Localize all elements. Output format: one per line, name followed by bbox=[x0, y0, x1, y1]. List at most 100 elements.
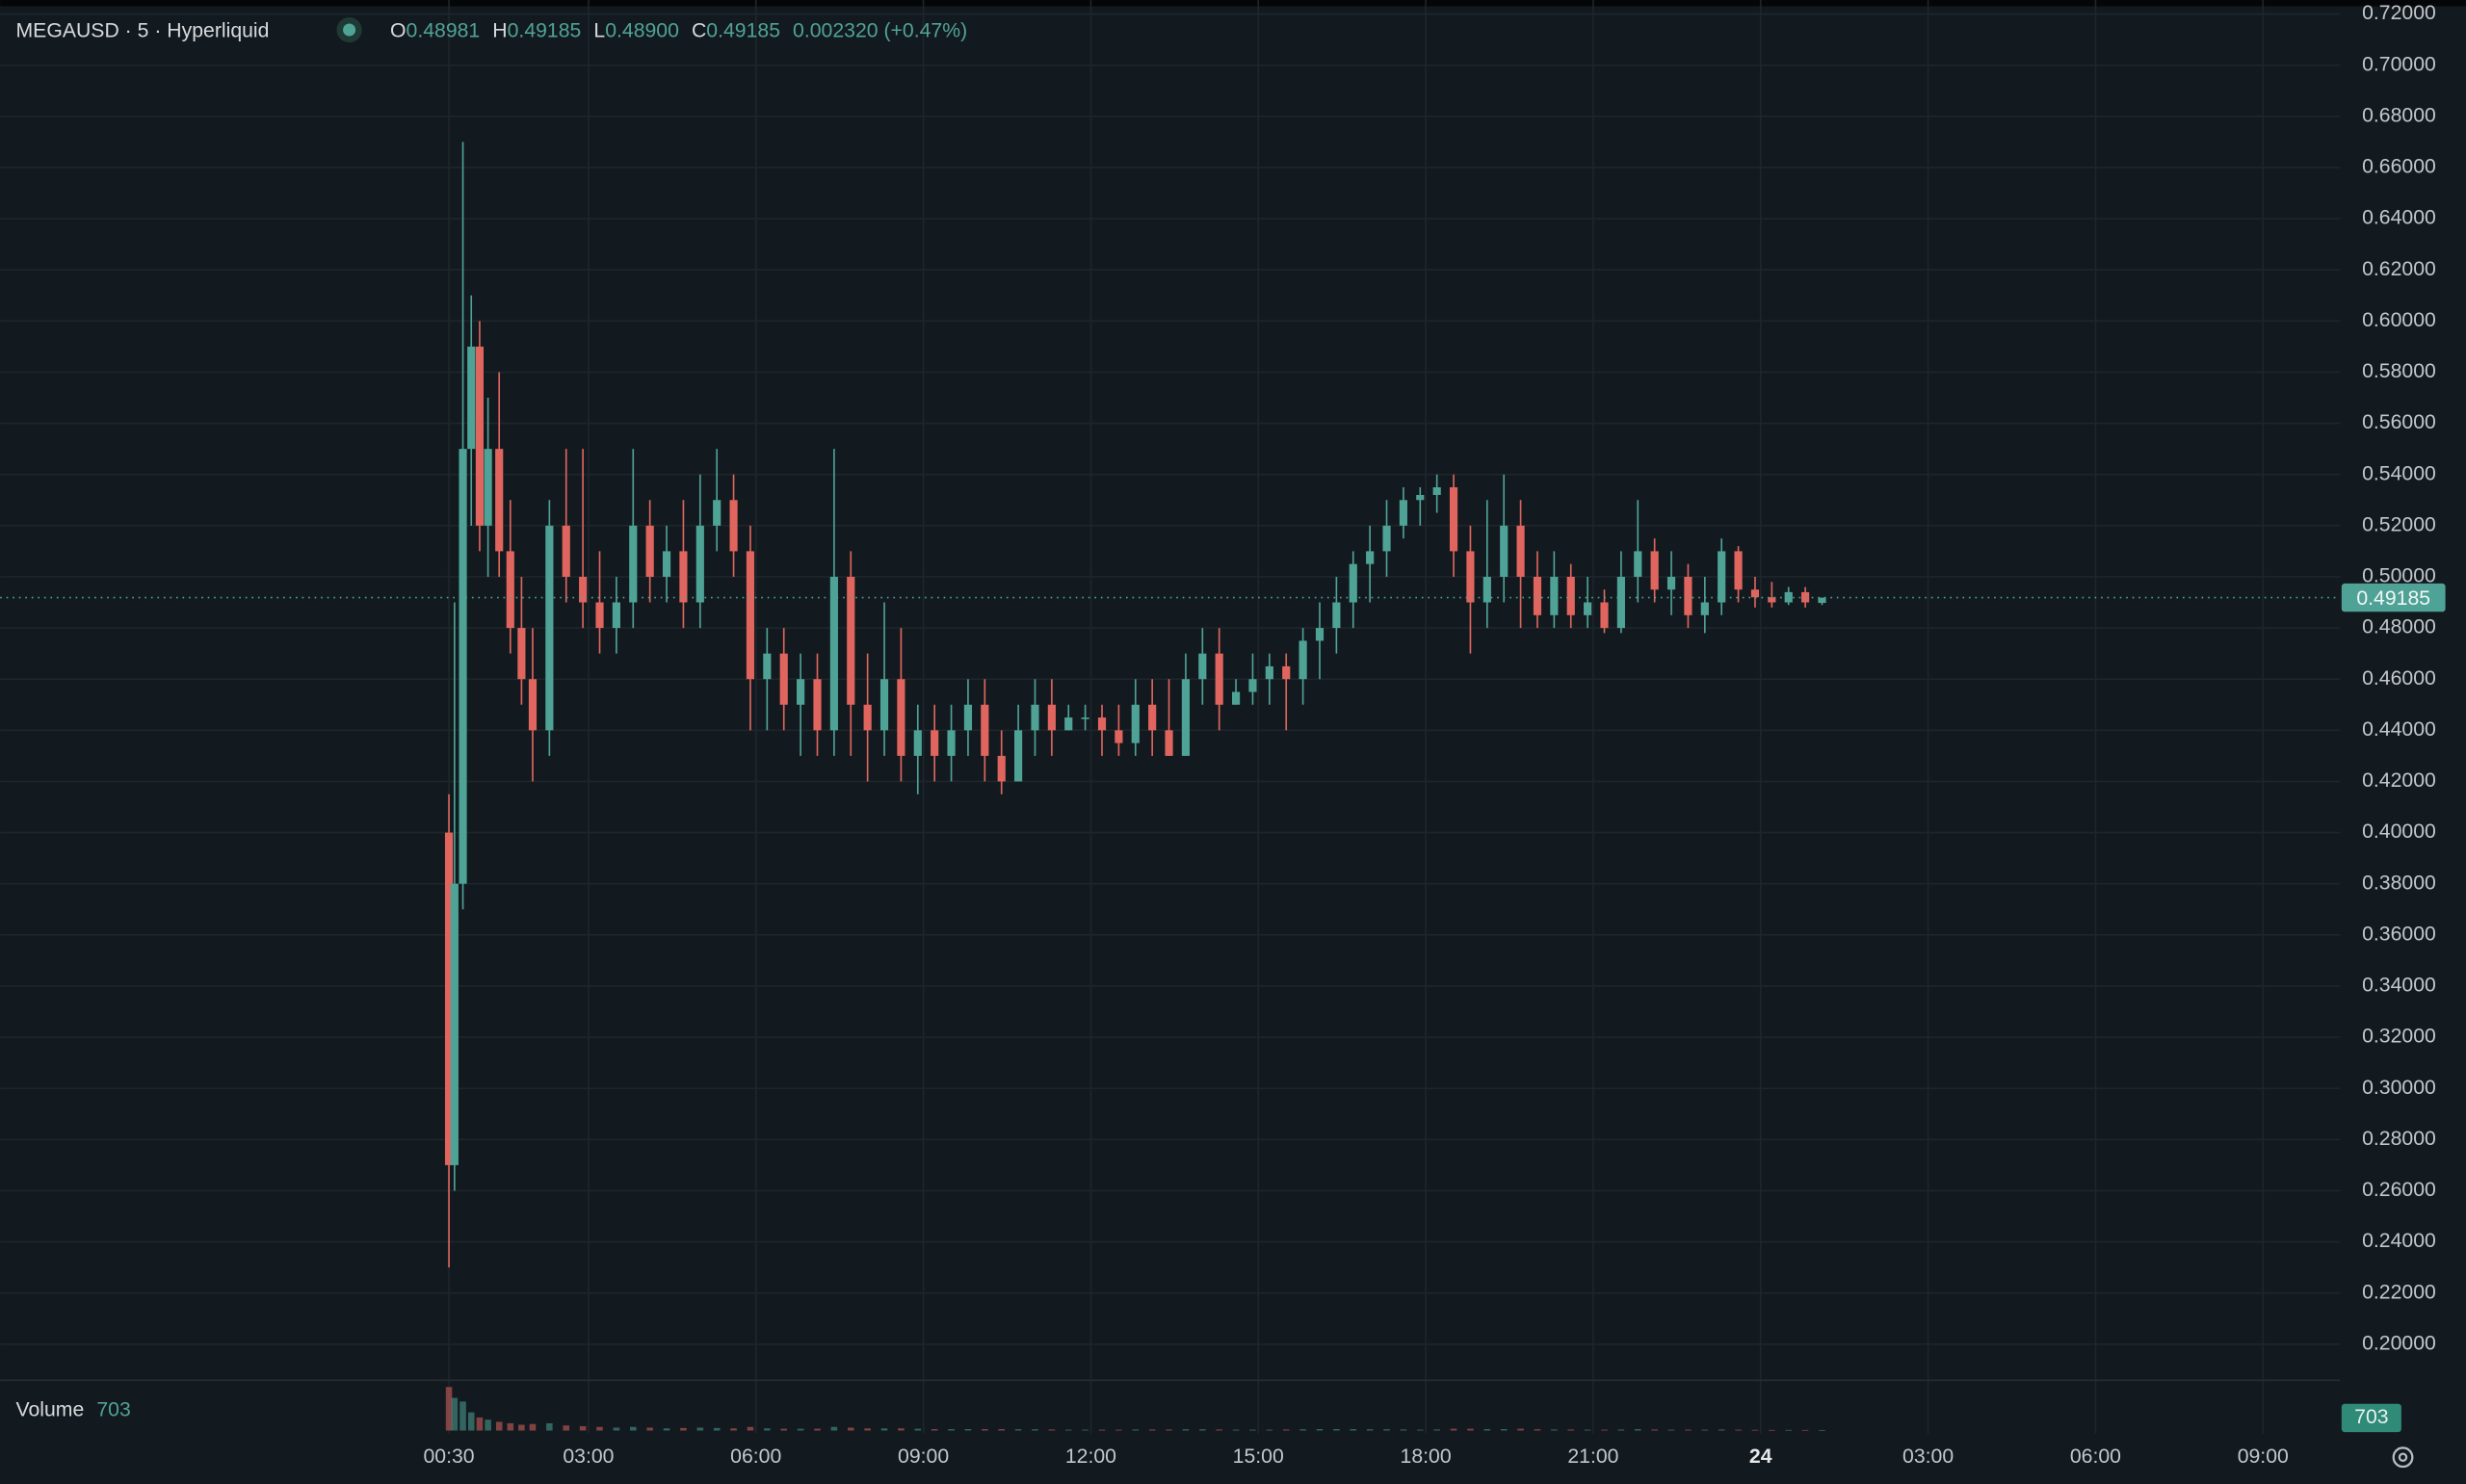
candle-body bbox=[1181, 679, 1191, 756]
volume-bar bbox=[1199, 1429, 1206, 1431]
volume-bar bbox=[814, 1428, 821, 1431]
volume-bar bbox=[696, 1427, 704, 1431]
settings-icon[interactable] bbox=[2392, 1446, 2414, 1469]
volume-bar bbox=[1266, 1429, 1273, 1431]
volume-bar bbox=[1551, 1429, 1558, 1431]
volume-bar bbox=[563, 1425, 570, 1431]
volume-bar bbox=[1534, 1429, 1541, 1431]
volume-bar bbox=[864, 1428, 871, 1431]
candle-body bbox=[1416, 494, 1425, 501]
volume-bar bbox=[1082, 1429, 1089, 1431]
candle-body bbox=[1332, 602, 1341, 629]
y-tick-label: 0.62000 bbox=[2362, 258, 2436, 280]
last-price-badge bbox=[2341, 583, 2446, 612]
x-tick-label: 09:00 bbox=[2238, 1445, 2289, 1468]
symbol-title: MEGAUSD · 5 · Hyperliquid bbox=[16, 19, 270, 41]
volume-bar bbox=[1601, 1429, 1608, 1431]
volume-bar bbox=[445, 1387, 453, 1431]
candle-body bbox=[444, 832, 454, 1165]
volume-bar bbox=[1216, 1429, 1222, 1431]
volume-bar bbox=[1567, 1429, 1575, 1431]
candle-body bbox=[1634, 551, 1642, 577]
volume-bar bbox=[1769, 1429, 1775, 1431]
candle-body bbox=[475, 346, 485, 526]
candle-body bbox=[1215, 653, 1223, 705]
y-tick-label: 0.34000 bbox=[2362, 975, 2436, 997]
volume-bar bbox=[1132, 1429, 1140, 1431]
candle-body bbox=[1081, 717, 1089, 719]
candle-body bbox=[913, 730, 922, 756]
volume-bar bbox=[1249, 1429, 1256, 1431]
candle-body bbox=[1801, 591, 1810, 603]
candle-body bbox=[467, 346, 476, 450]
ohlc-legend: O0.48981 H0.49185 L0.48900 C0.49185 0.002320… bbox=[390, 19, 967, 41]
volume-bar bbox=[1148, 1429, 1156, 1431]
volume-bar bbox=[1366, 1429, 1374, 1431]
y-tick-label: 0.24000 bbox=[2362, 1230, 2436, 1252]
volume-bar bbox=[1735, 1429, 1742, 1431]
volume-bar bbox=[1819, 1429, 1825, 1431]
candle-body bbox=[847, 576, 855, 705]
candle-body bbox=[1616, 576, 1625, 629]
volume-bar bbox=[476, 1417, 484, 1431]
candle-body bbox=[506, 551, 514, 629]
volume-bar bbox=[1048, 1429, 1056, 1431]
x-tick-label: 00:30 bbox=[424, 1445, 475, 1468]
volume-bar bbox=[982, 1428, 988, 1431]
y-tick-label: 0.70000 bbox=[2362, 53, 2436, 75]
volume-bar bbox=[485, 1419, 491, 1431]
volume-badge: 703 bbox=[2354, 1406, 2388, 1428]
volume-bar bbox=[1383, 1429, 1390, 1431]
y-tick-label: 0.20000 bbox=[2362, 1332, 2436, 1354]
volume-bar bbox=[764, 1428, 771, 1431]
y-tick-label: 0.60000 bbox=[2362, 309, 2436, 331]
volume-bar bbox=[830, 1426, 838, 1431]
volume-bar bbox=[747, 1426, 754, 1431]
y-tick-label: 0.46000 bbox=[2362, 667, 2436, 690]
candle-body bbox=[1500, 525, 1508, 577]
volume-bar bbox=[1400, 1429, 1407, 1431]
x-tick-label: 21:00 bbox=[1567, 1445, 1618, 1468]
y-tick-label: 0.28000 bbox=[2362, 1128, 2436, 1150]
candle-body bbox=[579, 576, 588, 603]
x-tick-label: 24 bbox=[1749, 1445, 1772, 1468]
volume-bar bbox=[1232, 1429, 1240, 1431]
candle-body bbox=[484, 449, 492, 526]
volume-bar bbox=[931, 1428, 938, 1431]
candle-body bbox=[1231, 691, 1241, 705]
settings-gear[interactable] bbox=[2392, 1446, 2414, 1469]
y-tick-label: 0.68000 bbox=[2362, 104, 2436, 126]
volume-bar bbox=[630, 1426, 637, 1431]
volume-bar bbox=[797, 1428, 804, 1431]
volume-bar bbox=[1182, 1429, 1190, 1431]
x-tick-label: 15:00 bbox=[1233, 1445, 1284, 1468]
candle-body bbox=[863, 704, 872, 731]
y-tick-label: 0.30000 bbox=[2362, 1077, 2436, 1099]
x-tick-label: 06:00 bbox=[2070, 1445, 2121, 1468]
candle-body bbox=[1064, 717, 1073, 731]
candle-body bbox=[1566, 576, 1575, 615]
y-tick-label: 0.56000 bbox=[2362, 411, 2436, 433]
volume-bar bbox=[1333, 1428, 1340, 1431]
volume-bar bbox=[1467, 1428, 1474, 1431]
l-value: 0.48900 bbox=[605, 19, 679, 41]
candle-body bbox=[1198, 653, 1207, 680]
candle-body bbox=[459, 449, 467, 884]
candle-body bbox=[1734, 551, 1743, 590]
y-tick-label: 0.52000 bbox=[2362, 513, 2436, 535]
candle-body bbox=[931, 730, 939, 756]
last-price-label: 0.49185 bbox=[2356, 587, 2430, 610]
volume-bar bbox=[998, 1428, 1005, 1431]
y-tick-label: 0.44000 bbox=[2362, 718, 2436, 741]
candle-body bbox=[1366, 551, 1375, 564]
candle-body bbox=[1031, 704, 1039, 731]
candle-body bbox=[595, 602, 604, 629]
volume-bar bbox=[898, 1428, 905, 1431]
candle-body bbox=[779, 653, 788, 705]
volume-bar bbox=[459, 1401, 466, 1431]
candle-body bbox=[695, 525, 704, 603]
settings-hub[interactable] bbox=[2398, 1452, 2408, 1462]
x-tick-label: 18:00 bbox=[1401, 1445, 1452, 1468]
x-tick-label: 03:00 bbox=[563, 1445, 614, 1468]
candle-body bbox=[1718, 551, 1726, 603]
